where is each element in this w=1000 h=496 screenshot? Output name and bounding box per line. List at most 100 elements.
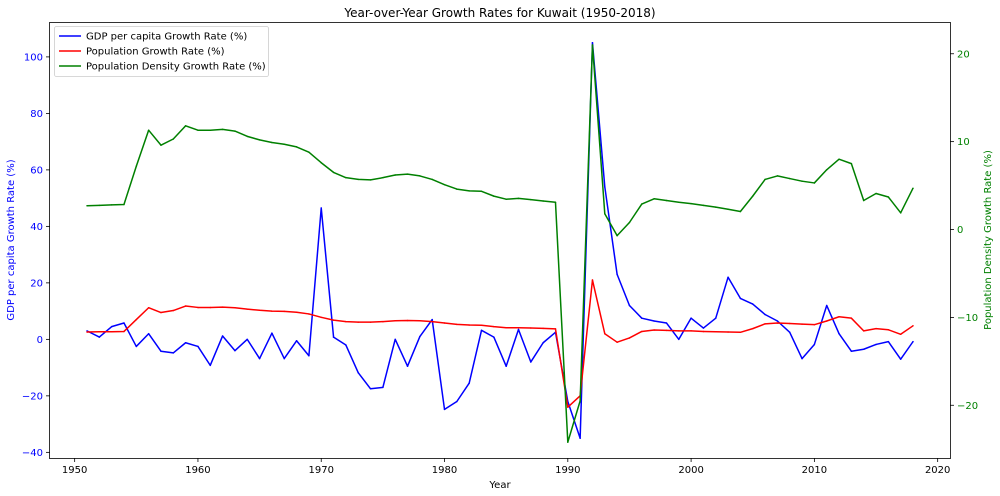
data-point-gdp-1998	[665, 322, 668, 324]
data-point-density-1974	[369, 179, 372, 181]
data-point-population-1953	[110, 330, 113, 333]
data-point-gdp-1967	[283, 357, 285, 360]
data-point-gdp-1985	[505, 365, 507, 367]
data-point-gdp-1995	[628, 304, 631, 307]
data-point-gdp-1999	[678, 338, 680, 341]
data-point-population-1979	[431, 320, 433, 323]
data-point-gdp-1979	[431, 318, 433, 321]
y-left-tick-label-100: 100	[24, 52, 43, 63]
series-layer	[86, 42, 914, 443]
data-point-gdp-2012	[838, 332, 840, 335]
y-left-tick-label-60: 60	[30, 165, 43, 176]
data-point-gdp-1977	[406, 365, 409, 367]
data-point-population-2003	[727, 331, 729, 333]
data-point-population-2012	[838, 316, 840, 318]
data-point-population-1956	[147, 306, 150, 309]
data-point-gdp-1996	[641, 317, 643, 319]
data-point-population-1998	[665, 329, 668, 332]
data-point-gdp-1968	[295, 340, 298, 342]
data-point-population-1993	[604, 332, 606, 335]
chart-title: Year-over-Year Growth Rates for Kuwait (…	[343, 6, 655, 20]
data-point-density-2009	[801, 180, 803, 182]
data-point-density-1964	[246, 135, 249, 138]
data-point-population-1972	[345, 320, 347, 323]
data-point-population-1983	[480, 324, 483, 326]
data-point-gdp-1988	[542, 342, 544, 344]
data-point-population-1997	[653, 329, 655, 331]
y-left-tick-label-80: 80	[30, 109, 43, 120]
data-point-gdp-1959	[184, 342, 187, 344]
x-axis: 1950 1960 1970 1980 1990 2000 2010 2020	[62, 458, 950, 476]
data-point-gdp-2011	[825, 304, 828, 307]
data-point-gdp-2017	[899, 358, 902, 360]
x-tick-label-1980: 1980	[432, 465, 457, 476]
data-point-gdp-2003	[727, 276, 729, 278]
data-point-density-2013	[850, 162, 853, 165]
data-point-density-2012	[838, 158, 840, 160]
data-point-population-2000	[690, 330, 692, 332]
data-point-population-2002	[715, 330, 717, 333]
data-point-gdp-2004	[739, 297, 742, 300]
data-point-population-1974	[369, 321, 372, 323]
data-point-density-1995	[628, 221, 631, 224]
data-point-population-1965	[258, 309, 261, 312]
data-point-population-2008	[788, 322, 791, 325]
data-point-population-1975	[382, 320, 384, 323]
data-point-gdp-1984	[493, 336, 495, 338]
data-point-gdp-2005	[751, 303, 754, 305]
data-point-density-1976	[394, 174, 396, 176]
data-point-density-2018	[912, 187, 914, 189]
data-point-density-2001	[702, 204, 705, 207]
data-point-gdp-2009	[801, 357, 803, 360]
data-point-population-1961	[209, 306, 212, 309]
data-point-gdp-2000	[690, 317, 692, 319]
data-point-gdp-1961	[209, 364, 212, 367]
data-point-density-1987	[530, 198, 532, 201]
data-point-gdp-1958	[172, 352, 175, 354]
data-point-gdp-2014	[862, 348, 865, 350]
data-point-population-1960	[197, 306, 199, 309]
data-point-density-2000	[690, 202, 692, 205]
data-point-population-1967	[283, 310, 285, 313]
data-point-population-1987	[530, 327, 532, 329]
y-axis-right: −20 −10 0 10 20	[950, 49, 978, 412]
data-point-gdp-1978	[419, 335, 421, 338]
data-point-density-1978	[419, 175, 421, 177]
data-point-population-1989	[554, 328, 557, 330]
y-right-tick-label--20: −20	[957, 401, 978, 412]
data-point-gdp-1971	[332, 336, 335, 338]
data-point-density-1983	[480, 190, 483, 193]
data-point-density-1986	[517, 197, 520, 200]
data-point-gdp-2015	[875, 343, 877, 346]
data-point-population-1963	[234, 306, 236, 309]
data-point-density-1994	[616, 234, 618, 237]
data-point-density-1977	[406, 173, 409, 175]
data-point-population-1958	[172, 309, 175, 312]
data-point-density-2006	[764, 178, 766, 181]
y-right-tick-label--10: −10	[957, 313, 978, 324]
data-point-population-1982	[468, 324, 470, 326]
data-point-density-1981	[456, 188, 458, 190]
series-line-density	[86, 44, 914, 443]
data-point-density-1969	[308, 151, 310, 153]
data-point-gdp-1993	[604, 186, 606, 188]
data-point-population-2001	[702, 330, 705, 333]
y-right-tick-label-10: 10	[957, 137, 970, 148]
y-right-tick-label-0: 0	[957, 225, 963, 236]
data-point-population-1970	[320, 316, 322, 319]
data-point-density-1951	[86, 205, 88, 207]
data-point-population-1968	[295, 311, 298, 313]
data-point-gdp-1994	[616, 273, 618, 276]
x-tick-label-1970: 1970	[309, 465, 334, 476]
data-point-gdp-1957	[160, 350, 162, 352]
data-point-population-2009	[801, 323, 803, 325]
data-point-density-1982	[468, 190, 470, 192]
data-point-gdp-2006	[764, 313, 766, 316]
data-point-gdp-1991	[579, 437, 581, 439]
data-point-population-1981	[456, 323, 458, 326]
x-tick-label-1990: 1990	[555, 465, 580, 476]
y-left-tick-label-40: 40	[30, 222, 43, 233]
data-point-gdp-1974	[369, 388, 372, 390]
data-point-gdp-1965	[258, 357, 261, 360]
data-point-population-1969	[308, 313, 310, 315]
